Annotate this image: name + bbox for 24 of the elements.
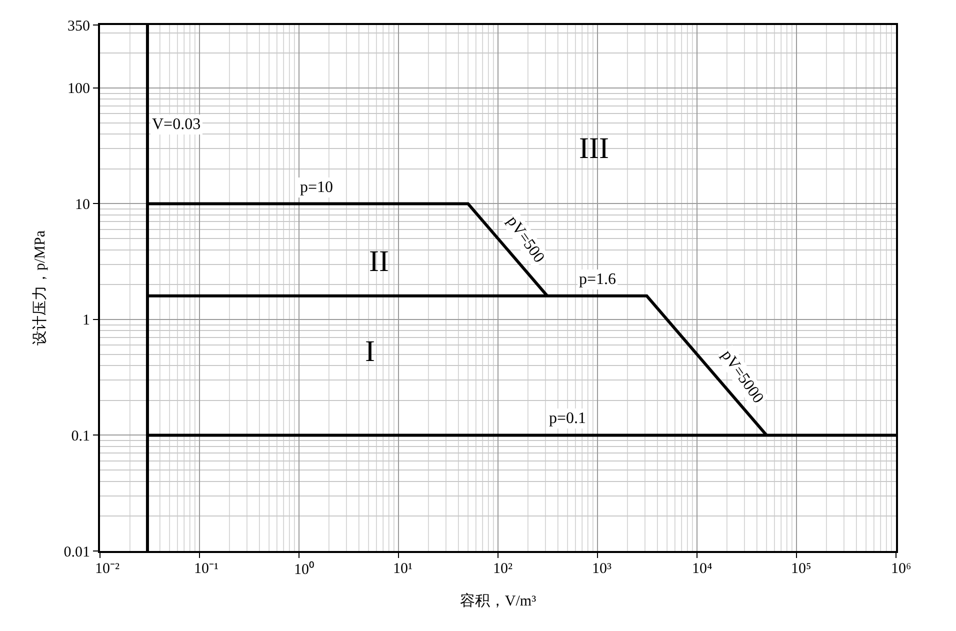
x-axis-title: 容积，V/m³ [460,592,537,610]
x-tick-label: 10⁻¹ [194,561,218,577]
y-tick-label: 0.1 [71,428,90,444]
y-tick-label: 1 [82,312,90,329]
x-tick-label: 10² [493,561,513,577]
annotation: I [365,335,375,368]
annotation: p=0.1 [549,410,586,427]
x-tick-label: 10⁰ [294,561,314,578]
x-tick-label: 10⁴ [692,561,712,577]
x-tick-label: 10¹ [393,561,412,577]
x-tick-label: 10⁻² [95,561,120,577]
y-axis-title: 设计压力，p/MPa [32,230,48,346]
x-tick-label: 10⁵ [791,561,812,577]
x-tick-label: 10³ [592,561,612,577]
annotation: III [579,132,609,165]
ref-line-label: V=0.03 [152,116,201,133]
y-tick-label: 0.01 [64,544,90,560]
annotation: II [369,245,389,278]
annotation: p=10 [300,179,334,196]
y-tick-label: 10 [75,196,90,213]
x-tick-label: 10⁶ [891,561,912,577]
y-tick-label: 100 [68,81,90,98]
annotation: p=1.6 [579,271,616,288]
y-tick-label: 350 [68,18,90,34]
